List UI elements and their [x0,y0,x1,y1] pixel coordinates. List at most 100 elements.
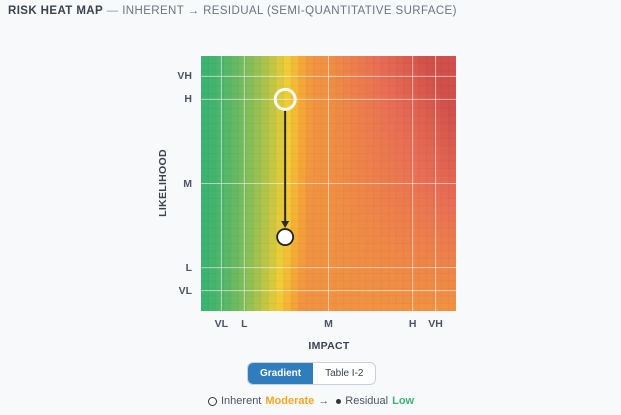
heatmap-cell [261,213,270,222]
heatmap-cell [366,288,375,297]
heatmap-cell [313,86,322,95]
heatmap-cell [433,123,442,132]
heatmap-cell [253,116,262,125]
heatmap-cell [321,273,330,282]
heatmap-cell [343,221,352,230]
heatmap-cell [411,108,420,117]
heatmap-cell [448,236,456,245]
heatmap-cell [298,101,307,110]
heatmap-cell [246,86,255,95]
heatmap-cell [298,168,307,177]
heatmap-cell [403,213,412,222]
heatmap-cell [448,146,456,155]
heatmap-cell [283,176,292,185]
heatmap-cell [411,273,420,282]
heatmap-cell [448,198,456,207]
heatmap-cell [426,63,435,72]
heatmap-cell [253,161,262,170]
heatmap-cell [403,63,412,72]
x-tick-label: H [408,318,417,330]
heatmap-cell [448,243,456,252]
heatmap-cell [268,108,277,117]
heatmap-cell [268,131,277,140]
heatmap-cell [388,108,397,117]
heatmap-cell [321,183,330,192]
heatmap-cell [231,161,240,170]
heatmap-cell [328,251,337,260]
heatmap-cell [321,243,330,252]
heatmap-cell [366,243,375,252]
inherent-marker[interactable] [273,87,297,111]
heatmap-cell [291,206,300,215]
heatmap-cell [223,288,232,297]
heatmap-cell [313,138,322,147]
heatmap-cell [366,251,375,260]
heatmap-cell [343,288,352,297]
heatmap-cell [238,56,247,65]
heatmap-cell [268,198,277,207]
heatmap-cell [298,243,307,252]
heatmap-cell [366,123,375,132]
heatmap-cell [283,161,292,170]
heatmap-cell [426,56,435,65]
heatmap-cell [298,251,307,260]
heatmap-cell [388,273,397,282]
heatmap-cell [343,153,352,162]
y-tick-label: VH [177,70,192,83]
heatmap-cell [418,63,427,72]
heatmap-cell [291,63,300,72]
heatmap-cell [411,258,420,267]
heatmap-cell [201,251,210,260]
heatmap-cell [381,266,390,275]
heatmap-cell [313,101,322,110]
heatmap-cell [268,161,277,170]
gradient-tab[interactable]: Gradient [248,363,314,384]
heatmap-cell [321,86,330,95]
heatmap-cell [373,213,382,222]
heatmap-cell [321,161,330,170]
heatmap-cell [298,153,307,162]
heatmap-cell [208,243,217,252]
heatmap-cell [208,213,217,222]
heatmap-cell [283,116,292,125]
heatmap-cell [253,168,262,177]
heatmap-cell [388,303,397,311]
heatmap-cell [283,251,292,260]
heatmap-cell [403,56,412,65]
heatmap-cell [336,71,345,80]
heatmap-cell [366,138,375,147]
heatmap-cell [313,206,322,215]
heatmap-cell [298,258,307,267]
heatmap-cell [336,243,345,252]
heatmap-cell [313,168,322,177]
heatmap-cell [321,168,330,177]
heatmap-cell [231,198,240,207]
table-tab[interactable]: Table I-2 [325,368,364,379]
residual-marker[interactable] [276,228,295,246]
heatmap-cell [396,168,405,177]
heatmap-cell [201,153,210,162]
heatmap-cell [268,168,277,177]
heatmap-cell [433,63,442,72]
heatmap-cell [298,273,307,282]
heatmap-cell [403,273,412,282]
heatmap-cell [336,123,345,132]
heatmap-cell [208,116,217,125]
heatmap-cell [208,168,217,177]
heatmap-cell [268,281,277,290]
heatmap-cell [291,281,300,290]
heatmap-cell [253,153,262,162]
heatmap-cell [306,236,315,245]
x-tick-label: M [324,318,333,330]
heatmap-cell [231,206,240,215]
heatmap-cell [388,138,397,147]
heatmap-cell [201,116,210,125]
heatmap-cell [246,221,255,230]
heatmap-cell [433,71,442,80]
heatmap-cell [283,206,292,215]
heatmap-cell [216,101,225,110]
heatmap-cell [238,146,247,155]
heatmap-cell [328,266,337,275]
heatmap-cell [208,138,217,147]
heatmap-cell [358,63,367,72]
